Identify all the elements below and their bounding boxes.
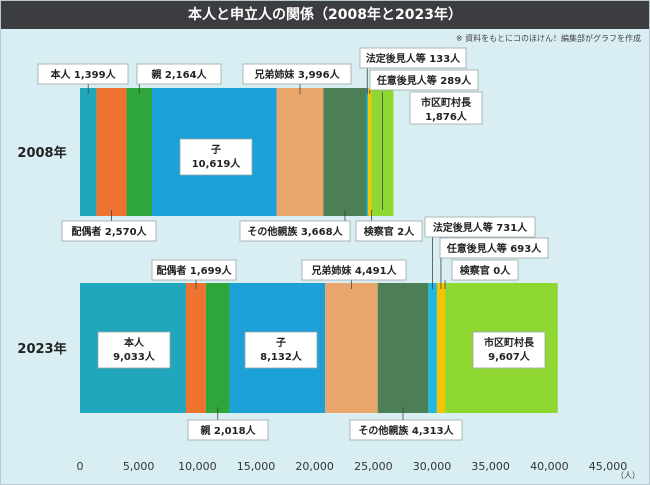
data-label: 配偶者 2,570人 (71, 225, 147, 238)
bar-segment (436, 283, 446, 413)
bar-segment (428, 283, 437, 413)
data-label-name: 子 (276, 337, 286, 349)
data-label-box (472, 331, 546, 369)
data-label: 配偶者 1,699人 (156, 264, 232, 277)
data-label: 親 2,018人 (200, 424, 256, 437)
x-tick-label: 20,000 (295, 460, 334, 473)
data-label-box (61, 220, 157, 242)
data-label-box (179, 138, 253, 176)
data-label-name: 市区町村長 (421, 96, 472, 109)
data-label-box (451, 259, 519, 281)
x-tick-label: 45,000 (589, 460, 628, 473)
source-note: ※ 資料をもとにコのほけん！編集部がグラフを作成 (455, 34, 641, 43)
bar-segment (366, 88, 369, 216)
bar-segment (325, 283, 378, 413)
data-label-name: 子 (211, 144, 221, 156)
bar-segment (323, 88, 367, 216)
data-label: 兄弟姉妹 3,996人 (253, 68, 340, 81)
bar-segment (126, 88, 152, 216)
data-label-box (301, 259, 407, 281)
bar-segment (276, 88, 324, 216)
data-label-box (97, 331, 171, 369)
data-label-value: 10,619人 (192, 157, 242, 170)
data-label: 親 2,164人 (151, 68, 207, 81)
x-tick-label: 35,000 (471, 460, 510, 473)
x-tick-label: 5,000 (123, 460, 155, 473)
bar-segment (377, 283, 429, 413)
data-label: 本人 1,399人 (50, 68, 116, 81)
data-label-name: 本人 (124, 336, 145, 349)
data-label-value: 1,876人 (425, 110, 468, 123)
data-label-box (244, 331, 318, 369)
data-label-box (349, 419, 463, 441)
data-label-box (187, 419, 269, 441)
bar-segment (96, 88, 127, 216)
bar-segment (205, 283, 230, 413)
data-label-box (242, 63, 352, 85)
data-label-box (136, 63, 222, 85)
row-label-1: 2023年 (17, 341, 66, 357)
data-label-box (424, 216, 536, 238)
data-label: 法定後見人等 731人 (433, 221, 528, 234)
data-label: 任意後見人等 289人 (376, 74, 472, 87)
data-label: 任意後見人等 693人 (446, 242, 542, 255)
chart-title: 本人と申立人の関係（2008年と2023年） (1, 1, 649, 29)
x-axis-unit: （人） (616, 471, 640, 480)
data-label-name: 市区町村長 (484, 336, 535, 349)
x-tick-label: 40,000 (530, 460, 569, 473)
data-label: 検察官 0人 (460, 264, 511, 277)
x-tick-label: 15,000 (237, 460, 276, 473)
data-label-box (359, 47, 467, 69)
x-tick-label: 10,000 (178, 460, 217, 473)
row-label-0: 2008年 (17, 145, 66, 161)
x-tick-label: 25,000 (354, 460, 393, 473)
bar-segment (185, 283, 206, 413)
data-label: その他親族 3,668人 (247, 225, 343, 238)
data-label: 検察官 2人 (364, 225, 415, 238)
data-label: 法定後見人等 133人 (366, 52, 461, 65)
data-label-value: 9,607人 (488, 350, 531, 363)
data-label-box (439, 237, 549, 259)
x-tick-label: 30,000 (413, 460, 452, 473)
bar-segment (368, 88, 372, 216)
data-label-value: 9,033人 (113, 350, 156, 363)
data-label-box (239, 220, 351, 242)
data-label-box (369, 69, 479, 91)
data-label-value: 8,132人 (260, 350, 303, 363)
data-label-box (151, 259, 237, 281)
bar-segment (80, 88, 97, 216)
data-label: 兄弟姉妹 4,491人 (310, 264, 397, 277)
data-label: その他親族 4,313人 (358, 424, 454, 437)
data-label-box (409, 91, 483, 125)
data-label-box (37, 63, 129, 85)
data-label-box (355, 220, 423, 242)
x-tick-label: 0 (77, 460, 84, 473)
